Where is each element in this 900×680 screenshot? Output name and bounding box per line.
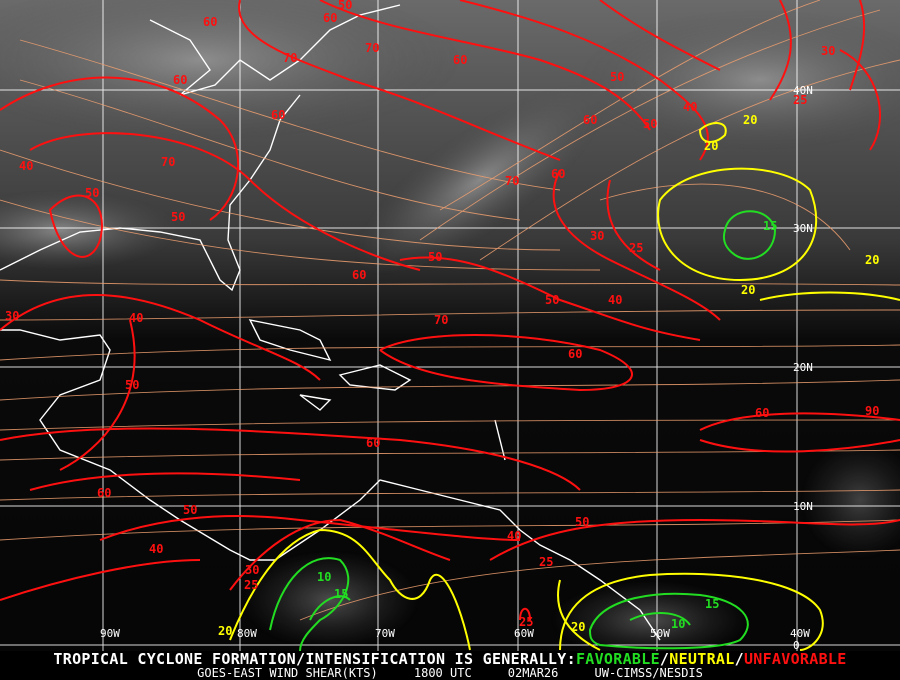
contour-label-unfavorable: 60 <box>551 167 565 181</box>
lon-label: 70W <box>375 627 395 640</box>
contour-label-unfavorable: 50 <box>428 250 442 264</box>
contour-label-unfavorable: 40 <box>683 100 697 114</box>
contour-label-unfavorable: 60 <box>352 268 366 282</box>
contour-label-neutral: 20 <box>704 139 718 153</box>
unfavorable-label: UNFAVORABLE <box>743 650 847 668</box>
contour-label-unfavorable: 30 <box>821 44 835 58</box>
contour-label-unfavorable: 60 <box>453 53 467 67</box>
lon-label: 50W <box>650 627 670 640</box>
contour-label-unfavorable: 70 <box>434 313 448 327</box>
contour-label-unfavorable: 30 <box>5 309 19 323</box>
contour-label-unfavorable: 60 <box>271 108 285 122</box>
contour-label-unfavorable: 40 <box>608 293 622 307</box>
contour-label-unfavorable: 90 <box>865 404 879 418</box>
contour-label-favorable: 10 <box>671 617 685 631</box>
headline-prefix: TROPICAL CYCLONE FORMATION/INTENSIFICATI… <box>53 650 576 668</box>
shear-contours-unfavorable <box>0 0 900 621</box>
contour-label-unfavorable: 60 <box>97 486 111 500</box>
contour-label-unfavorable: 50 <box>575 515 589 529</box>
contour-label-unfavorable: 40 <box>507 529 521 543</box>
lon-label: 40W <box>790 627 810 640</box>
contour-label-unfavorable: 70 <box>365 41 379 55</box>
contour-label-unfavorable: 25 <box>539 555 553 569</box>
contour-label-unfavorable: 40 <box>149 542 163 556</box>
contour-label-unfavorable: 60 <box>366 436 380 450</box>
caption-bar: TROPICAL CYCLONE FORMATION/INTENSIFICATI… <box>0 651 900 680</box>
contour-label-unfavorable: 60 <box>203 15 217 29</box>
lat-label: 40N <box>793 84 813 97</box>
contour-label-unfavorable: 70 <box>505 174 519 188</box>
lon-label: 80W <box>237 627 257 640</box>
headline: TROPICAL CYCLONE FORMATION/INTENSIFICATI… <box>0 651 900 667</box>
contour-label-unfavorable: 40 <box>19 159 33 173</box>
neutral-label: NEUTRAL <box>669 650 735 668</box>
contour-label-unfavorable: 70 <box>161 155 175 169</box>
shear-contours-favorable <box>269 210 777 652</box>
contour-label-unfavorable: 70 <box>283 51 297 65</box>
contour-label-unfavorable: 50 <box>610 70 624 84</box>
contour-label-unfavorable: 50 <box>183 503 197 517</box>
contour-label-unfavorable: 60 <box>323 11 337 25</box>
contour-label-unfavorable: 25 <box>793 93 807 107</box>
contour-label-neutral: 20 <box>741 283 755 297</box>
contour-label-unfavorable: 50 <box>338 0 352 12</box>
lat-label: 20N <box>793 361 813 374</box>
contour-label-unfavorable: 25 <box>519 615 533 629</box>
contour-label-neutral: 20 <box>865 253 879 267</box>
lat-label: 30N <box>793 222 813 235</box>
separator: / <box>734 650 744 668</box>
valid-date: 02MAR26 <box>507 666 559 680</box>
source: UW-CIMSS/NESDIS <box>594 666 703 680</box>
separator: / <box>659 650 670 668</box>
contour-label-neutral: 20 <box>743 113 757 127</box>
lat-label: 10N <box>793 500 813 513</box>
product-name: GOES-EAST WIND SHEAR(KTS) <box>197 666 378 680</box>
contour-label-unfavorable: 50 <box>125 378 139 392</box>
contour-label-unfavorable: 60 <box>755 406 769 420</box>
contour-label-favorable: 15 <box>705 597 719 611</box>
contour-label-neutral: 20 <box>218 624 232 638</box>
streamlines <box>0 0 900 621</box>
contour-label-favorable: 15 <box>334 587 348 601</box>
contour-label-unfavorable: 50 <box>643 117 657 131</box>
contour-label-unfavorable: 25 <box>629 241 643 255</box>
contour-label-unfavorable: 50 <box>171 210 185 224</box>
shear-contours-neutral <box>229 122 900 651</box>
contour-label-unfavorable: 60 <box>583 113 597 127</box>
contour-label-unfavorable: 30 <box>245 563 259 577</box>
contour-label-unfavorable: 60 <box>568 347 582 361</box>
grid-labels: 90W 80W 70W 60W 50W 40W 40N 30N 20N 10N … <box>100 84 813 652</box>
contour-label-unfavorable: 40 <box>129 311 143 325</box>
contour-label-favorable: 15 <box>763 219 777 233</box>
product-info: GOES-EAST WIND SHEAR(KTS) 1800 UTC 02MAR… <box>0 667 900 680</box>
contour-label-unfavorable: 25 <box>244 578 258 592</box>
favorable-label: FAVORABLE <box>575 650 660 668</box>
contour-label-unfavorable: 50 <box>85 186 99 200</box>
contour-label-favorable: 10 <box>317 570 331 584</box>
valid-time: 1800 UTC <box>413 666 472 680</box>
contour-label-unfavorable: 60 <box>173 73 187 87</box>
contour-label-unfavorable: 30 <box>590 229 604 243</box>
contour-label-neutral: 20 <box>571 620 585 634</box>
lon-label: 60W <box>514 627 534 640</box>
contour-label-unfavorable: 50 <box>545 293 559 307</box>
lat-label: 0 <box>793 639 800 652</box>
lon-label: 90W <box>100 627 120 640</box>
